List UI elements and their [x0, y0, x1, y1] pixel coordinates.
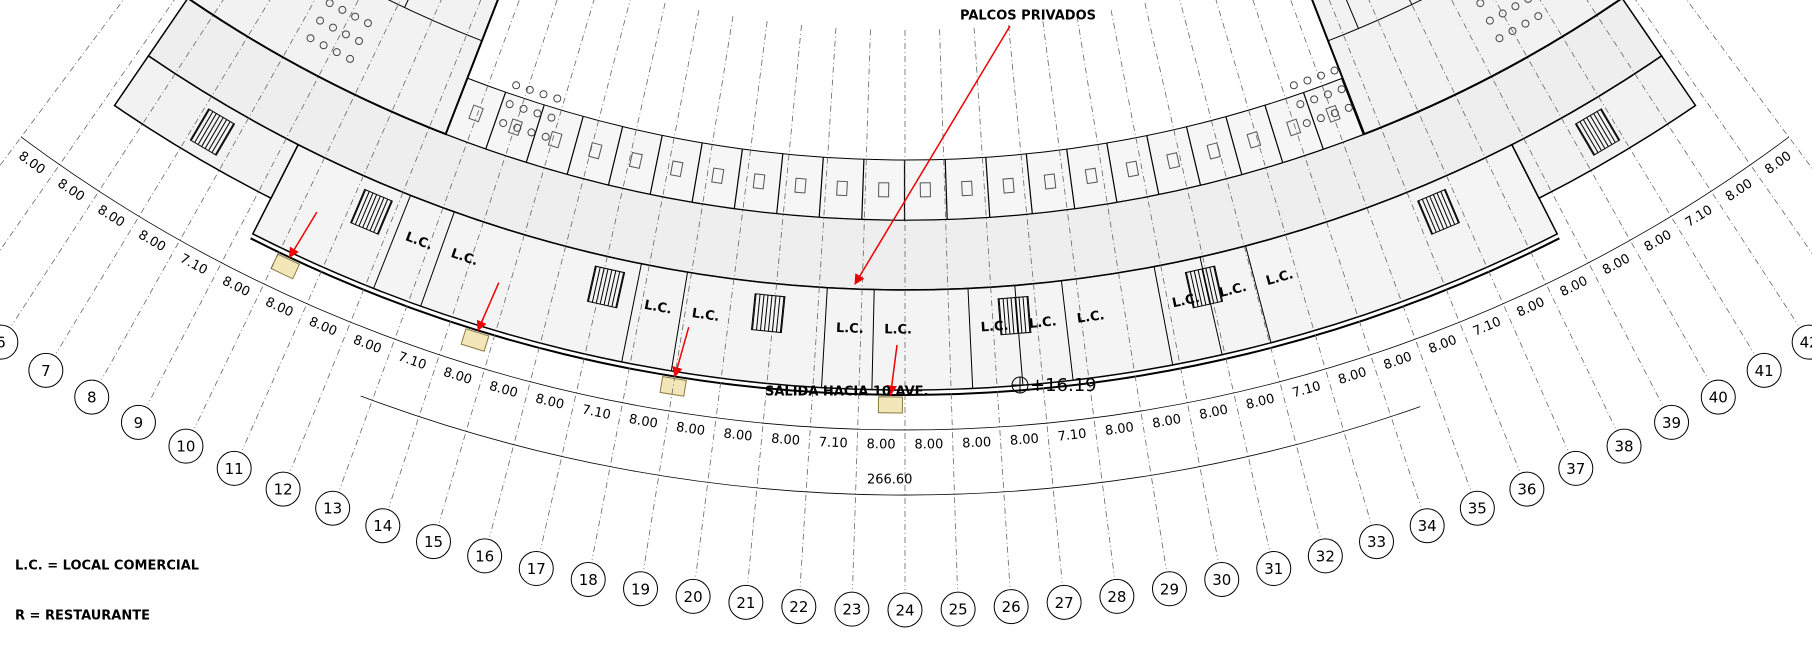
- dimension-label: 8.00: [1558, 274, 1591, 300]
- dimension-label: 8.00: [1104, 420, 1135, 439]
- dimension-label: 7.10: [581, 402, 612, 423]
- axis-label: 35: [1468, 500, 1487, 518]
- seat: [540, 91, 547, 98]
- shop-label: L.C.: [836, 321, 864, 337]
- dimension-label: 7.10: [818, 435, 848, 451]
- dimension-label: 8.00: [628, 412, 659, 432]
- dimension-label: 8.00: [962, 435, 992, 451]
- axis-label: 20: [684, 588, 703, 606]
- dimension-label: 8.00: [1427, 333, 1459, 357]
- dimension-label: 8.00: [1600, 251, 1633, 278]
- entrance: [271, 254, 300, 279]
- axis-label: 37: [1566, 460, 1585, 478]
- dimension-label: 8.00: [914, 437, 943, 452]
- axis-label: 7: [41, 362, 51, 380]
- axis-label: 25: [949, 601, 968, 619]
- dimension-label: 7.10: [1291, 379, 1323, 401]
- axis-label: 17: [527, 560, 546, 578]
- dimension-label: 8.00: [351, 333, 383, 357]
- axis-label: 12: [274, 481, 293, 499]
- dimension-label: 8.00: [723, 427, 753, 445]
- axis-label: 27: [1055, 594, 1074, 612]
- legend-entry: L.C. = LOCAL COMERCIAL: [15, 559, 199, 574]
- dimension-label: 8.00: [441, 365, 473, 388]
- dimension-label: 7.10: [1471, 314, 1504, 339]
- dimension-label: 8.00: [95, 203, 127, 231]
- dimension-label: 7.10: [177, 251, 210, 278]
- dimension-label: 8.00: [1009, 432, 1039, 449]
- shop-label: L.C.: [980, 319, 1009, 336]
- axis-label: 19: [631, 580, 650, 598]
- axis-label: 22: [789, 598, 808, 616]
- axis-label: 11: [225, 460, 244, 478]
- dimension-label: 8.00: [307, 314, 340, 339]
- axis-label: 38: [1615, 438, 1634, 456]
- dimension-label: 8.00: [1245, 391, 1277, 412]
- level-label: +16.19: [1030, 375, 1097, 396]
- seat: [513, 82, 520, 89]
- dimension-label: 8.00: [1642, 228, 1675, 256]
- axis-label: 29: [1160, 580, 1179, 598]
- dimension-label: 8.00: [770, 432, 800, 449]
- total-dimension-label: 266.60: [867, 472, 913, 487]
- axis-label: 41: [1755, 362, 1774, 380]
- axis-label: 33: [1367, 533, 1386, 551]
- axis-label: 42: [1800, 334, 1812, 352]
- axis-label: 23: [842, 601, 861, 619]
- dimension-label: 8.00: [1382, 350, 1414, 374]
- dimension-label: 8.00: [1515, 295, 1548, 321]
- dimension-label: 8.00: [487, 379, 519, 401]
- axis-label: 34: [1418, 517, 1437, 535]
- dimension-label: 7.10: [1057, 427, 1087, 445]
- legend-entry: R = RESTAURANTE: [15, 609, 150, 624]
- axis-label: 18: [579, 571, 598, 589]
- dimension-label: 8.00: [866, 437, 895, 452]
- dimension-label: 8.00: [220, 274, 253, 300]
- axis-label: 16: [475, 547, 494, 565]
- axis-label: 30: [1212, 571, 1231, 589]
- dimension-label: 8.00: [675, 420, 706, 439]
- axis-label: 24: [895, 602, 914, 620]
- axis-label: 28: [1107, 588, 1126, 606]
- floor-plan: 4567891011121314151617181920212223242526…: [0, 0, 1812, 652]
- dimension-label: 8.00: [1336, 365, 1368, 388]
- axis-label: 8: [87, 389, 97, 407]
- seat: [554, 95, 561, 102]
- entrance: [660, 377, 686, 397]
- dimension-label: 7.10: [1683, 203, 1715, 231]
- axis-label: 9: [134, 414, 144, 432]
- seat: [1304, 77, 1311, 84]
- dimension-label: 7.10: [396, 350, 428, 374]
- axis-label: 13: [323, 500, 342, 518]
- axis-label: 6: [0, 334, 6, 352]
- axis-label: 21: [736, 594, 755, 612]
- axis-label: 39: [1662, 414, 1681, 432]
- axis-label: 40: [1709, 389, 1728, 407]
- dimension-label: 8.00: [1198, 402, 1229, 423]
- exit-label: SALIDA HACIA 10 AVE.: [765, 385, 929, 400]
- dimension-label: 8.00: [1151, 412, 1182, 432]
- dimension-label: 8.00: [534, 391, 566, 412]
- dimension-label: 8.00: [136, 228, 169, 256]
- axis-label: 36: [1517, 481, 1536, 499]
- axis-label: 31: [1264, 560, 1283, 578]
- seat: [1290, 82, 1297, 89]
- shop-label: L.C.: [884, 322, 912, 337]
- axis-label: 15: [424, 533, 443, 551]
- seat: [1331, 67, 1338, 74]
- axis-label: 14: [373, 517, 392, 535]
- axis-label: 26: [1002, 598, 1021, 616]
- shop-label: L.C.: [1028, 314, 1057, 332]
- title: PALCOS PRIVADOS: [960, 9, 1096, 24]
- dimension-label: 8.00: [263, 295, 296, 321]
- axis-label: 10: [176, 438, 195, 456]
- axis-label: 32: [1316, 547, 1335, 565]
